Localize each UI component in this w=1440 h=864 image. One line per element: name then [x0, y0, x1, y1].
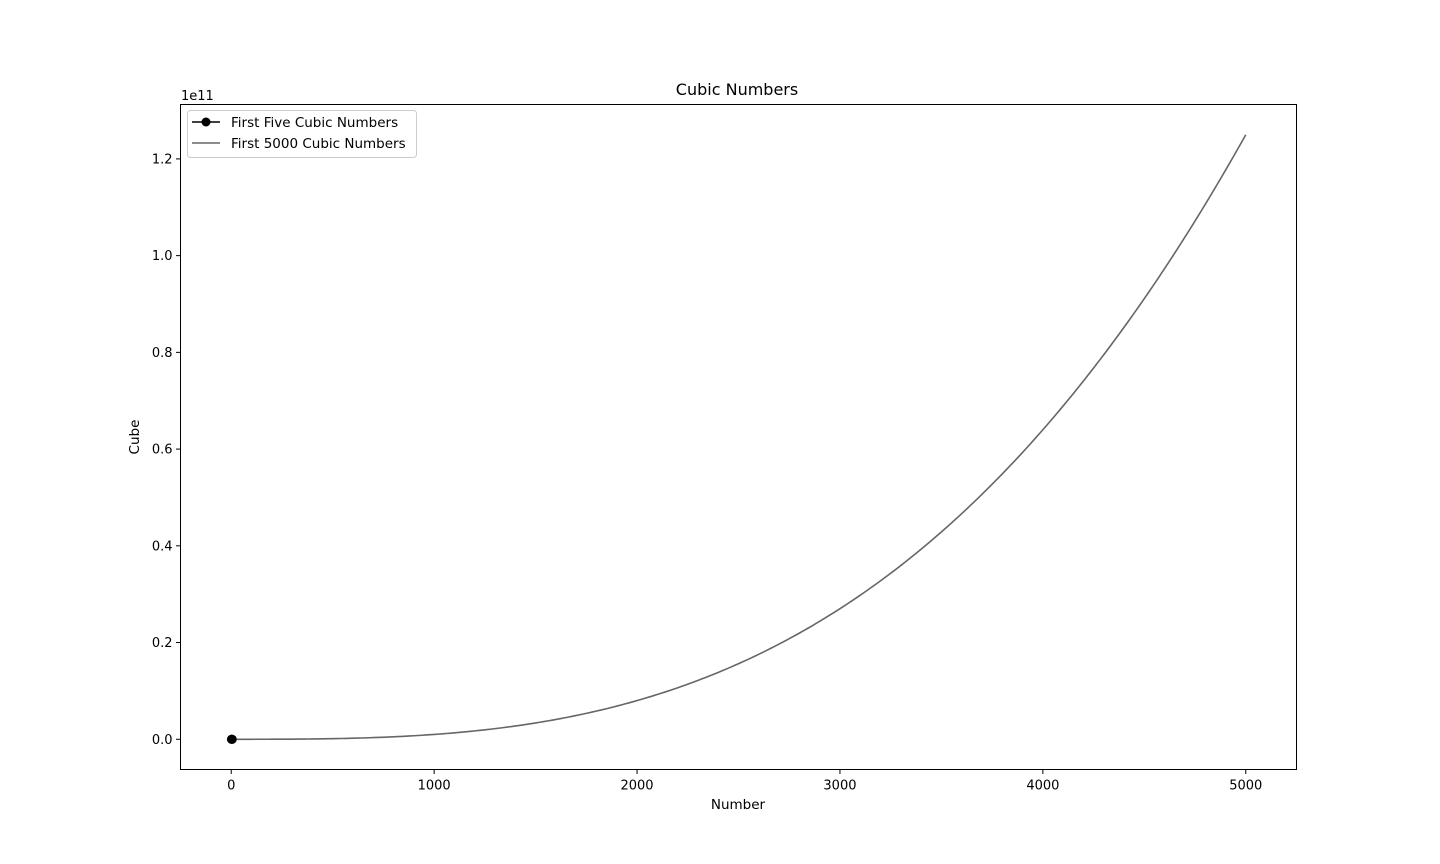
- legend-label-five: First Five Cubic Numbers: [231, 115, 398, 131]
- x-tick-label: 2000: [620, 779, 653, 794]
- y-tick-label: 0.6: [152, 443, 173, 458]
- x-axis-label: Number: [711, 797, 766, 813]
- legend-marker-five: [201, 117, 211, 127]
- series-first-5000-cubic-numbers-line: [231, 134, 1247, 741]
- y-tick-label: 0.0: [152, 733, 173, 748]
- legend: First Five Cubic Numbers First 5000 Cubi…: [187, 110, 417, 158]
- y-offset-text: 1e11: [181, 89, 214, 104]
- x-tick-label: 1000: [418, 779, 451, 794]
- y-tick-label: 0.8: [152, 346, 173, 361]
- data-point-first-five: [227, 734, 237, 744]
- y-tick-label: 0.2: [152, 636, 173, 651]
- x-tick-label: 0: [227, 779, 235, 794]
- x-tick-label: 3000: [823, 779, 856, 794]
- y-axis-ticks: 0.0 0.2 0.4 0.6 0.8 1.0 1.2: [152, 152, 181, 748]
- x-tick-label: 4000: [1026, 779, 1059, 794]
- x-tick-label: 5000: [1229, 779, 1262, 794]
- y-tick-label: 1.0: [152, 249, 173, 264]
- x-axis-ticks: 0 1000 2000 3000 4000 5000: [227, 769, 1262, 794]
- plot-area: [226, 134, 1247, 744]
- legend-box: [187, 110, 417, 158]
- y-axis-label: Cube: [127, 420, 143, 455]
- y-tick-label: 0.4: [152, 539, 173, 554]
- y-tick-label: 1.2: [152, 152, 173, 167]
- legend-label-5000: First 5000 Cubic Numbers: [231, 136, 406, 152]
- chart-title: Cubic Numbers: [676, 80, 798, 99]
- axes-frame: [180, 104, 1297, 770]
